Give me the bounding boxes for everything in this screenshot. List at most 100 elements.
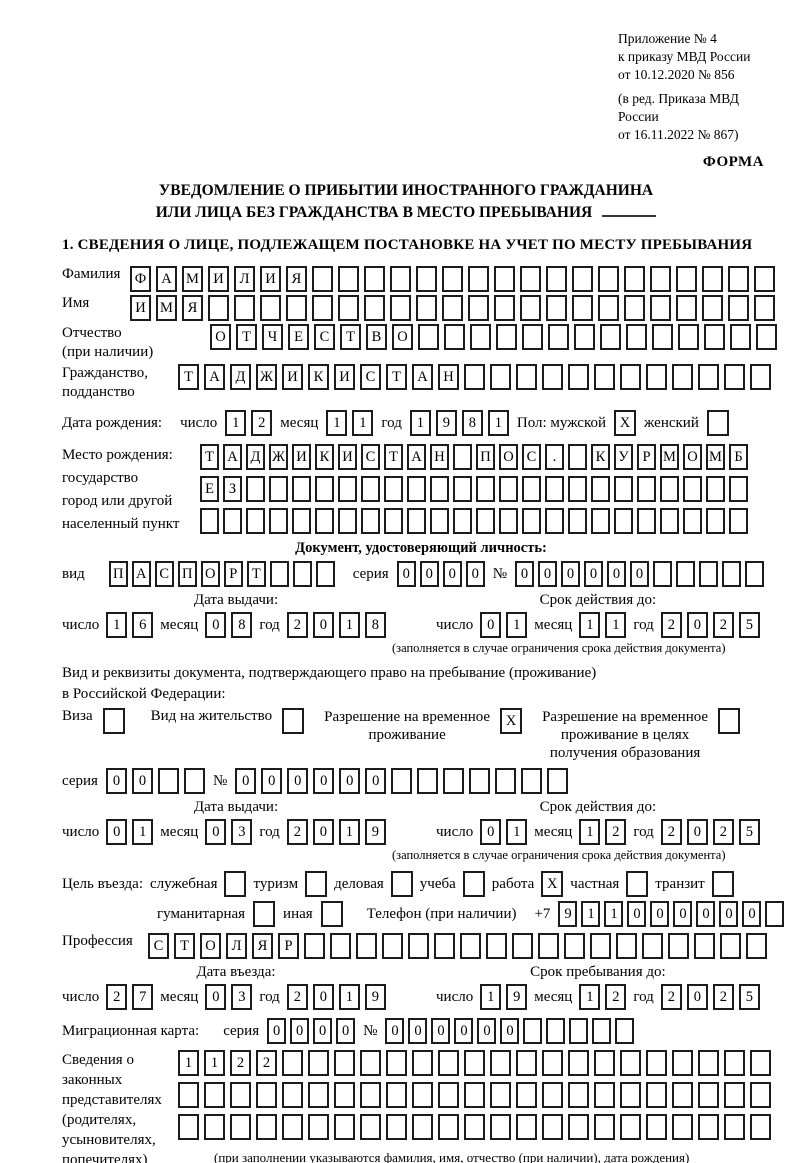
char-cell[interactable] <box>453 508 472 534</box>
char-cell[interactable] <box>356 933 377 959</box>
char-cell[interactable]: В <box>366 324 387 350</box>
char-cell[interactable] <box>620 1082 641 1108</box>
char-cell[interactable]: 1 <box>132 819 154 845</box>
char-cell[interactable]: 0 <box>454 1018 474 1044</box>
char-cell[interactable] <box>724 1114 745 1140</box>
char-cell[interactable]: Р <box>637 444 656 470</box>
char-cell[interactable]: 0 <box>267 1018 287 1044</box>
char-cell[interactable] <box>292 508 311 534</box>
char-cell[interactable]: 8 <box>231 612 253 638</box>
char-cell[interactable]: А <box>204 364 225 390</box>
char-cell[interactable]: 0 <box>465 561 485 587</box>
char-cell[interactable]: 1 <box>352 410 374 436</box>
char-cell[interactable]: Я <box>286 266 307 292</box>
char-cell[interactable] <box>574 324 595 350</box>
char-cell[interactable] <box>572 266 593 292</box>
char-cell[interactable] <box>412 1114 433 1140</box>
sex-female-checkbox[interactable] <box>706 410 729 436</box>
char-cell[interactable]: 5 <box>738 819 760 845</box>
char-cell[interactable]: 1 <box>581 901 601 927</box>
char-cell[interactable]: 0 <box>287 768 309 794</box>
char-cell[interactable] <box>600 324 621 350</box>
char-cell[interactable]: 2 <box>712 984 734 1010</box>
char-cell[interactable] <box>728 266 749 292</box>
char-cell[interactable] <box>653 561 672 587</box>
char-cell[interactable]: А <box>131 561 151 587</box>
char-cell[interactable] <box>616 933 637 959</box>
char-cell[interactable] <box>724 1082 745 1108</box>
char-cell[interactable] <box>650 295 671 321</box>
char-cell[interactable] <box>594 1050 615 1076</box>
char-cell[interactable] <box>438 1082 459 1108</box>
char-cell[interactable]: Д <box>246 444 265 470</box>
char-cell[interactable]: С <box>154 561 174 587</box>
char-cell[interactable] <box>522 476 541 502</box>
char-cell[interactable]: 2 <box>605 984 627 1010</box>
char-cell[interactable] <box>496 324 517 350</box>
char-cell[interactable]: 0 <box>312 819 334 845</box>
char-cell[interactable] <box>522 324 543 350</box>
char-cell[interactable]: Н <box>430 444 449 470</box>
char-cell[interactable]: 1 <box>178 1050 199 1076</box>
char-cell[interactable] <box>468 266 489 292</box>
char-cell[interactable]: И <box>130 295 151 321</box>
char-cell[interactable]: 5 <box>738 612 760 638</box>
char-cell[interactable]: О <box>200 561 220 587</box>
purpose-option-study-checkbox[interactable] <box>462 871 485 897</box>
char-cell[interactable] <box>568 444 587 470</box>
char-cell[interactable] <box>568 364 589 390</box>
char-cell[interactable] <box>754 295 775 321</box>
char-cell[interactable] <box>729 476 748 502</box>
char-cell[interactable] <box>546 266 567 292</box>
char-cell[interactable] <box>453 444 472 470</box>
char-cell[interactable]: 1 <box>579 612 601 638</box>
char-cell[interactable] <box>591 476 610 502</box>
char-cell[interactable] <box>408 933 429 959</box>
char-cell[interactable] <box>499 508 518 534</box>
char-cell[interactable]: А <box>223 444 242 470</box>
char-cell[interactable] <box>520 266 541 292</box>
char-cell[interactable]: Т <box>340 324 361 350</box>
char-cell[interactable]: Р <box>223 561 243 587</box>
char-cell[interactable] <box>312 266 333 292</box>
char-cell[interactable]: 0 <box>742 901 762 927</box>
char-cell[interactable] <box>416 295 437 321</box>
char-cell[interactable] <box>594 1082 615 1108</box>
char-cell[interactable]: И <box>208 266 229 292</box>
char-cell[interactable]: А <box>407 444 426 470</box>
char-cell[interactable] <box>292 561 312 587</box>
char-cell[interactable] <box>698 1050 719 1076</box>
char-cell[interactable] <box>412 1050 433 1076</box>
char-cell[interactable]: 0 <box>290 1018 310 1044</box>
char-cell[interactable] <box>417 768 439 794</box>
char-cell[interactable]: 0 <box>131 768 153 794</box>
char-cell[interactable] <box>594 1114 615 1140</box>
char-cell[interactable] <box>646 1082 667 1108</box>
char-cell[interactable] <box>646 1050 667 1076</box>
char-cell[interactable] <box>750 1082 771 1108</box>
char-cell[interactable]: 0 <box>365 768 387 794</box>
char-cell[interactable] <box>234 295 255 321</box>
char-cell[interactable] <box>200 508 219 534</box>
char-cell[interactable]: 0 <box>561 561 580 587</box>
char-cell[interactable]: Ж <box>256 364 277 390</box>
char-cell[interactable] <box>750 1050 771 1076</box>
char-cell[interactable] <box>183 768 205 794</box>
char-cell[interactable] <box>468 295 489 321</box>
char-cell[interactable] <box>330 933 351 959</box>
char-cell[interactable]: 9 <box>435 410 457 436</box>
char-cell[interactable] <box>730 324 751 350</box>
char-cell[interactable] <box>568 1114 589 1140</box>
char-cell[interactable] <box>598 295 619 321</box>
char-cell[interactable]: 0 <box>515 561 534 587</box>
char-cell[interactable] <box>256 1082 277 1108</box>
char-cell[interactable] <box>516 1082 537 1108</box>
char-cell[interactable]: 0 <box>480 819 502 845</box>
char-cell[interactable] <box>512 933 533 959</box>
char-cell[interactable] <box>542 364 563 390</box>
char-cell[interactable]: 0 <box>106 819 128 845</box>
char-cell[interactable] <box>494 295 515 321</box>
char-cell[interactable]: Т <box>174 933 195 959</box>
char-cell[interactable]: 0 <box>696 901 716 927</box>
char-cell[interactable] <box>568 508 587 534</box>
